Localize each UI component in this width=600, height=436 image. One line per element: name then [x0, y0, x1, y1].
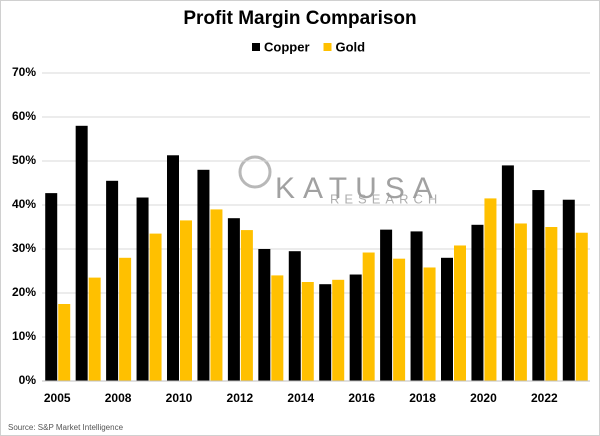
- x-tick-label: 2018: [409, 391, 436, 405]
- bar: [423, 267, 436, 381]
- x-tick-label: 2014: [287, 391, 314, 405]
- bar: [319, 284, 332, 381]
- chart-title: Profit Margin Comparison: [183, 8, 416, 29]
- source: Source: S&P Market Intelligence: [8, 423, 124, 432]
- bar: [575, 232, 588, 381]
- legend-swatch: [252, 43, 260, 51]
- y-tick-label: 50%: [12, 153, 36, 167]
- bar: [271, 275, 284, 381]
- bar: [454, 245, 466, 381]
- bar: [136, 197, 149, 381]
- x-tick-label: 2005: [44, 391, 71, 405]
- bar: [332, 279, 345, 381]
- bar: [210, 209, 223, 381]
- bar: [562, 199, 575, 381]
- bar: [545, 227, 558, 381]
- bar: [501, 165, 514, 381]
- x-tick-label: 2022: [531, 391, 558, 405]
- bar: [106, 180, 119, 381]
- legend-label: Gold: [336, 39, 366, 54]
- bar: [240, 230, 253, 381]
- bar: [227, 218, 240, 381]
- watermark-icon: [238, 155, 272, 189]
- x-tick-label: 2010: [166, 391, 193, 405]
- bar: [288, 251, 301, 381]
- bar: [441, 257, 453, 381]
- bar: [167, 155, 179, 381]
- bar: [75, 125, 88, 381]
- legend-swatch: [323, 43, 332, 51]
- bar: [197, 169, 210, 381]
- legend-label: Copper: [264, 39, 310, 54]
- bar: [349, 274, 362, 381]
- y-tick-label: 70%: [12, 65, 36, 79]
- bar: [471, 224, 484, 381]
- bar: [514, 223, 527, 381]
- x-tick-label: 2016: [348, 391, 375, 405]
- y-tick-label: 40%: [12, 197, 36, 211]
- x-tick-label: 2012: [227, 391, 254, 405]
- bar: [180, 220, 192, 381]
- bar: [301, 282, 314, 381]
- bar: [532, 190, 545, 381]
- y-tick-label: 20%: [12, 285, 36, 299]
- x-tick-label: 2008: [105, 391, 132, 405]
- bar: [362, 252, 375, 381]
- y-tick-label: 0%: [19, 373, 37, 387]
- bar: [88, 277, 101, 381]
- bar: [410, 231, 423, 381]
- bar: [393, 258, 406, 381]
- watermark-sub: RESEARCH: [330, 191, 442, 206]
- watermark-brand: KATUSA: [275, 172, 441, 205]
- y-tick-label: 30%: [12, 241, 36, 255]
- y-tick-label: 60%: [12, 109, 36, 123]
- bar: [380, 229, 393, 381]
- bar: [149, 233, 162, 381]
- bar: [58, 304, 71, 381]
- bar: [119, 257, 132, 381]
- bar: [258, 249, 271, 381]
- bar: [484, 198, 497, 381]
- bar: [45, 193, 58, 381]
- x-tick-label: 2020: [470, 391, 497, 405]
- y-tick-label: 10%: [12, 329, 36, 343]
